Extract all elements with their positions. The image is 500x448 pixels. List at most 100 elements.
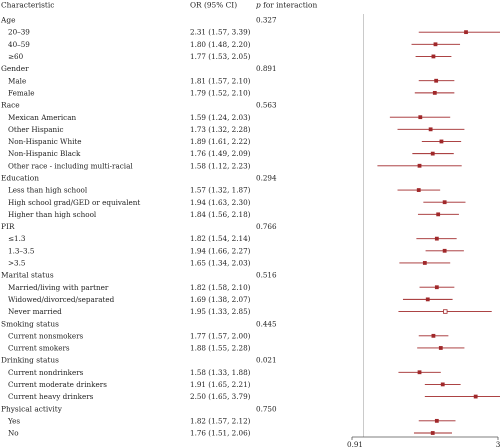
subgroup-label: >3.5 xyxy=(8,259,26,268)
header-p-interaction: p for interaction xyxy=(256,1,317,10)
or-ci-value: 1.82 (1.57, 2.12) xyxy=(190,416,251,425)
or-ci-value: 1.57 (1.32, 1.87) xyxy=(190,186,251,195)
subgroup-label: Current moderate drinkers xyxy=(8,380,107,389)
or-ci-value: 1.91 (1.65, 2.21) xyxy=(190,380,251,389)
subgroup-label: Never married xyxy=(8,307,62,316)
or-point-marker xyxy=(434,236,439,241)
or-point-marker xyxy=(432,90,437,95)
or-ci-value: 2.31 (1.57, 3.39) xyxy=(190,28,251,37)
p-value: 0.563 xyxy=(256,101,277,110)
or-ci-value: 2.50 (1.65, 3.79) xyxy=(190,392,251,401)
header-characteristic: Characteristic xyxy=(1,1,54,10)
subgroup-label: Other Hispanic xyxy=(8,125,63,134)
or-ci-value: 1.89 (1.61, 2.22) xyxy=(190,137,251,146)
or-point-marker xyxy=(430,431,435,435)
or-ci-value: 1.94 (1.66, 2.27) xyxy=(190,246,251,255)
or-ci-value: 1.58 (1.12, 2.23) xyxy=(190,161,251,170)
p-value: 0.516 xyxy=(256,271,277,280)
group-label: PIR xyxy=(1,222,15,231)
subgroup-label: Current heavy drinkers xyxy=(8,392,94,401)
or-ci-value: 1.94 (1.63, 2.30) xyxy=(190,198,251,207)
subgroup-label: ≥60 xyxy=(8,52,24,61)
or-point-marker xyxy=(417,163,422,168)
or-point-marker xyxy=(442,200,447,205)
or-point-marker xyxy=(433,42,438,47)
or-ci-value: 1.88 (1.55, 2.28) xyxy=(190,344,251,353)
or-point-marker xyxy=(417,370,422,375)
subgroup-label: Higher than high school xyxy=(8,210,97,219)
subgroup-label: Male xyxy=(8,76,26,85)
or-point-marker xyxy=(431,54,436,59)
or-ci-value: 1.80 (1.48, 2.20) xyxy=(190,40,251,49)
subgroup-label: 1.3–3.5 xyxy=(8,246,35,255)
subgroup-label: Widowed/divorced/separated xyxy=(8,295,115,304)
subgroup-label: Yes xyxy=(7,416,20,425)
subgroup-label: Mexican American xyxy=(8,113,76,122)
or-ci-value: 1.59 (1.24, 2.03) xyxy=(190,113,251,122)
plot-area xyxy=(352,14,498,438)
or-ci-value: 1.65 (1.34, 2.03) xyxy=(190,259,251,268)
or-ci-value: 1.76 (1.49, 2.09) xyxy=(190,149,251,158)
p-value: 0.327 xyxy=(256,16,277,25)
or-point-marker xyxy=(439,139,444,144)
or-ci-value: 1.82 (1.58, 2.10) xyxy=(190,283,251,292)
p-value: 0.766 xyxy=(256,222,277,231)
p-value: 0.294 xyxy=(256,174,277,183)
group-label: Education xyxy=(1,174,39,183)
or-point-marker xyxy=(416,188,421,192)
x-tick-label: 3 xyxy=(496,440,500,448)
p-value: 0.750 xyxy=(256,404,277,413)
or-ci-value: 1.84 (1.56, 2.18) xyxy=(190,210,251,219)
header-p-suffix: for interaction xyxy=(261,1,318,10)
subgroup-label: ≤1.3 xyxy=(8,234,26,243)
subgroup-label: Non-Hispanic White xyxy=(8,137,82,146)
or-ci-value: 1.77 (1.53, 2.05) xyxy=(190,52,251,61)
table-rows: Age 0.327 20–39 2.31 (1.57, 3.39) 40–59 1.80 … xyxy=(0,16,500,438)
p-value: 0.891 xyxy=(256,64,277,73)
or-point-marker xyxy=(436,212,441,217)
or-point-marker xyxy=(473,394,478,399)
or-point-marker xyxy=(434,285,439,290)
or-ci-value: 1.69 (1.38, 2.07) xyxy=(190,295,251,304)
subgroup-label: 40–59 xyxy=(8,40,30,49)
header-p-letter: p xyxy=(256,1,261,10)
or-point-marker xyxy=(431,333,436,338)
or-ci-value: 1.76 (1.51, 2.06) xyxy=(190,429,251,438)
subgroup-label: No xyxy=(8,429,19,438)
or-point-marker xyxy=(464,30,468,35)
x-tick-label: 0.91 xyxy=(347,440,363,448)
or-point-marker xyxy=(443,309,448,314)
or-ci-value: 1.81 (1.57, 2.10) xyxy=(190,76,251,85)
or-point-marker xyxy=(430,151,435,156)
subgroup-label: Current nonsmokers xyxy=(8,331,84,340)
group-label: Gender xyxy=(1,64,29,73)
header-or-ci: OR (95% CI) xyxy=(190,1,237,10)
subgroup-label: Female xyxy=(8,88,35,97)
or-point-marker xyxy=(428,127,433,132)
subgroup-label: High school grad/GED or equivalent xyxy=(8,198,140,207)
or-ci-value: 1.82 (1.54, 2.14) xyxy=(190,234,251,243)
p-value: 0.021 xyxy=(256,356,277,365)
or-point-marker xyxy=(422,261,427,265)
or-point-marker xyxy=(434,78,439,83)
p-value: 0.445 xyxy=(256,319,277,328)
table-header: Characteristic OR (95% CI) p for interac… xyxy=(1,1,317,10)
subgroup-label: Married/living with partner xyxy=(8,283,109,292)
subgroup-label: Other race - including multi-racial xyxy=(8,161,133,170)
subgroup-label: Non-Hispanic Black xyxy=(8,149,81,158)
subgroup-label: Less than high school xyxy=(8,186,88,195)
or-ci-value: 1.73 (1.32, 2.28) xyxy=(190,125,251,134)
or-ci-value: 1.79 (1.52, 2.10) xyxy=(190,88,251,97)
group-label: Age xyxy=(0,16,15,25)
or-point-marker xyxy=(442,248,447,253)
subgroup-label: Current smokers xyxy=(8,344,70,353)
or-point-marker xyxy=(434,418,439,423)
subgroup-label: Current nondrinkers xyxy=(8,368,84,377)
group-label: Race xyxy=(1,101,20,110)
subgroup-label: 20–39 xyxy=(8,28,30,37)
or-point-marker xyxy=(418,115,423,120)
group-label: Smoking status xyxy=(1,319,59,328)
or-point-marker xyxy=(440,382,445,387)
group-label: Physical activity xyxy=(1,404,63,413)
or-ci-value: 1.58 (1.33, 1.88) xyxy=(190,368,251,377)
